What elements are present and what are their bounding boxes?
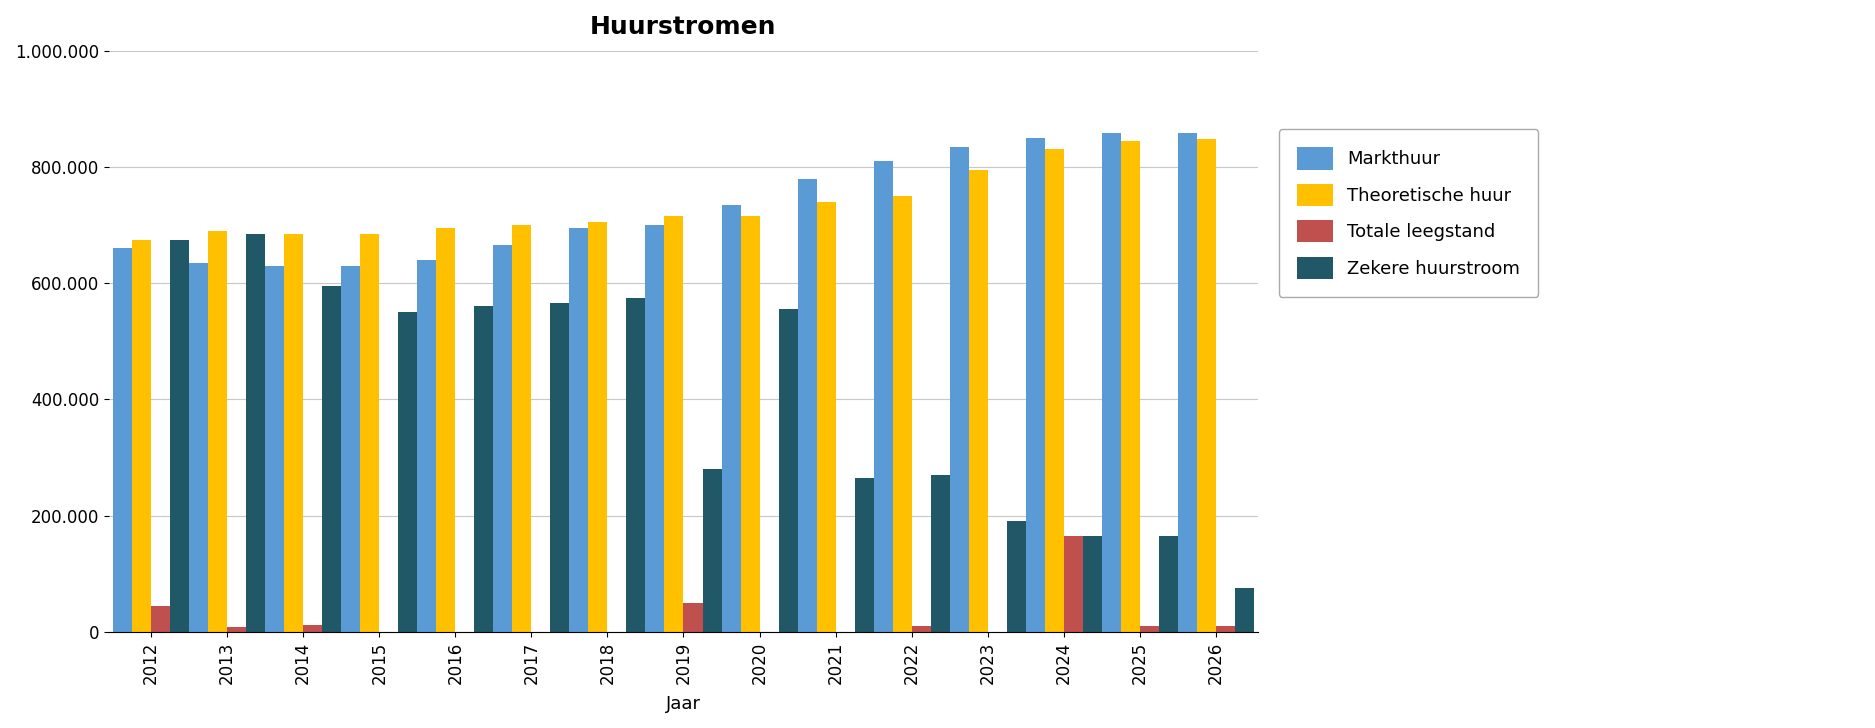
Bar (1178, 133, 1196, 632)
Bar (474, 306, 493, 632)
Bar (570, 228, 589, 632)
Bar (626, 298, 645, 632)
Bar (1159, 536, 1178, 632)
Bar (1215, 626, 1236, 632)
Bar (285, 234, 304, 632)
Bar (1063, 536, 1082, 632)
Bar (493, 245, 512, 632)
Bar (131, 240, 152, 632)
Bar (1121, 141, 1140, 632)
Bar (684, 603, 703, 632)
Bar (1196, 139, 1215, 632)
Bar (189, 263, 208, 632)
Bar (874, 161, 892, 632)
Bar (911, 626, 930, 632)
Bar (322, 286, 341, 632)
Bar (1082, 536, 1102, 632)
Bar (418, 260, 437, 632)
Bar (551, 304, 570, 632)
Bar (741, 216, 759, 632)
Bar (703, 469, 722, 632)
Bar (589, 222, 608, 632)
Bar (227, 627, 246, 632)
Bar (398, 312, 418, 632)
Bar (264, 266, 285, 632)
Bar (1044, 149, 1063, 632)
Bar (152, 606, 171, 632)
Bar (969, 170, 988, 632)
Bar (1026, 138, 1044, 632)
Bar (722, 205, 741, 632)
Bar (208, 231, 227, 632)
Bar (797, 178, 818, 632)
Bar (1236, 588, 1254, 632)
Bar (171, 240, 189, 632)
Bar (778, 309, 797, 632)
Bar (1007, 521, 1026, 632)
Bar (645, 225, 664, 632)
Bar (112, 248, 131, 632)
Bar (930, 475, 951, 632)
Bar (892, 196, 911, 632)
Bar (437, 228, 456, 632)
Bar (304, 625, 322, 632)
Bar (664, 216, 684, 632)
Bar (855, 478, 874, 632)
Bar (246, 234, 264, 632)
X-axis label: Jaar: Jaar (666, 695, 701, 713)
Title: Huurstromen: Huurstromen (591, 15, 776, 39)
Legend: Markthuur, Theoretische huur, Totale leegstand, Zekere huurstroom: Markthuur, Theoretische huur, Totale lee… (1279, 130, 1537, 297)
Bar (951, 146, 969, 632)
Bar (360, 234, 379, 632)
Bar (341, 266, 360, 632)
Bar (1102, 133, 1121, 632)
Bar (1140, 626, 1159, 632)
Bar (818, 202, 836, 632)
Bar (512, 225, 531, 632)
